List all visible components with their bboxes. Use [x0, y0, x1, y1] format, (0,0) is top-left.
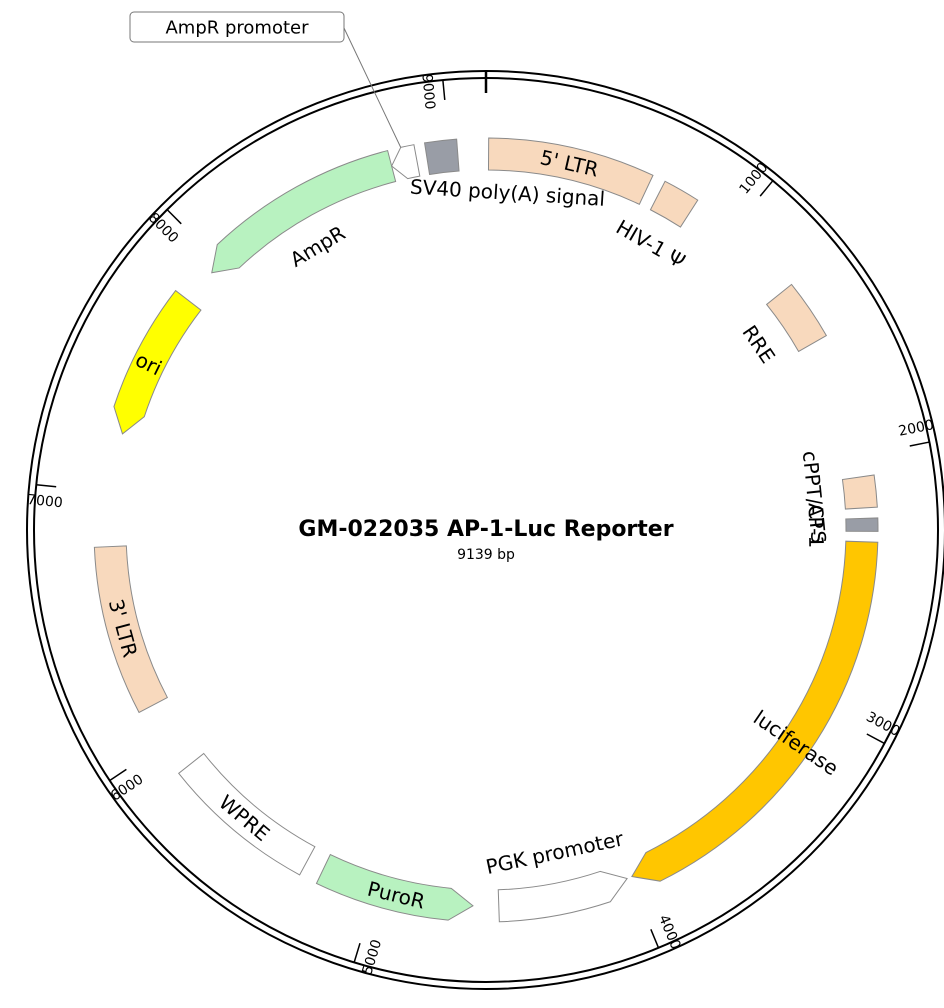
- feature-wpre: [177, 752, 316, 876]
- feature-cppt: [841, 474, 878, 510]
- tick-1000: [759, 180, 774, 197]
- tick-label-6000: 6000: [108, 771, 147, 804]
- feature-ltr3: [93, 545, 169, 714]
- label-rre: RRE: [737, 321, 780, 368]
- tick-8000: [166, 209, 182, 225]
- feature-ap1: [845, 517, 879, 532]
- tick-3000: [866, 733, 885, 745]
- feature-sv40: [423, 138, 460, 176]
- feature-rre: [765, 283, 828, 353]
- tick-label-4000: 4000: [655, 913, 683, 952]
- feature-psi: [649, 180, 699, 228]
- tick-label-2000: 2000: [897, 417, 935, 440]
- label-pgk: PGK promoter: [484, 826, 627, 879]
- tick-label-9000: 9000: [418, 73, 437, 110]
- tick-6000: [109, 768, 127, 782]
- feature-luciferase: [631, 540, 879, 882]
- feature-amppro: [391, 144, 421, 180]
- plasmid-center-text: GM-022035 AP-1-Luc Reporter 9139 bp: [298, 517, 673, 563]
- tick-2000: [909, 441, 930, 447]
- feature-ori: [113, 289, 202, 435]
- plasmid-backbone: [26, 70, 944, 990]
- tick-4000: [650, 929, 660, 949]
- tick-5000: [353, 942, 361, 963]
- feature-ltr5: [487, 137, 654, 205]
- tick-7000: [36, 484, 57, 488]
- feature-pgk: [497, 870, 628, 923]
- callout-line-amppro: [343, 27, 402, 148]
- feature-puror: [315, 853, 474, 921]
- label-amppro: AmpR promoter: [165, 18, 309, 39]
- plasmid-title: GM-022035 AP-1-Luc Reporter: [298, 517, 673, 542]
- features: [93, 137, 879, 923]
- tick-9000: [442, 79, 446, 101]
- plasmid-length: 9139 bp: [457, 547, 515, 563]
- callout-box-amppro: [129, 11, 345, 43]
- tick-label-7000: 7000: [26, 492, 63, 511]
- label-ap1: AP-1: [804, 503, 829, 549]
- label-ampr: AmpR: [286, 221, 350, 272]
